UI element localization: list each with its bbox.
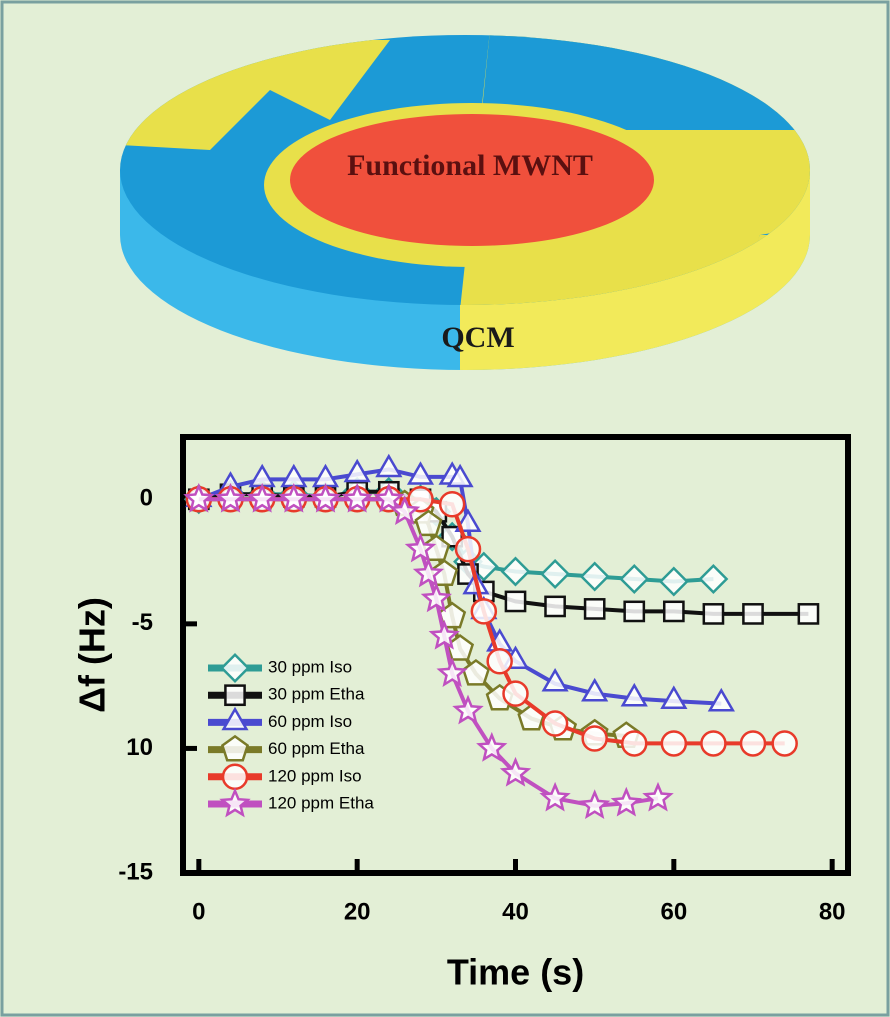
marker — [698, 564, 729, 594]
marker — [486, 647, 513, 675]
marker — [621, 730, 648, 757]
mwnt-film — [290, 114, 654, 246]
marker — [373, 482, 405, 513]
marker — [504, 590, 527, 613]
y-tick-label: 10 — [126, 734, 153, 761]
marker — [660, 730, 688, 757]
marker — [412, 557, 445, 588]
marker — [610, 786, 642, 817]
x-tick-label: 40 — [502, 898, 529, 925]
marker — [278, 482, 310, 513]
marker — [771, 730, 798, 757]
marker — [662, 600, 685, 623]
y-tick-label: -15 — [118, 858, 153, 885]
marker — [707, 687, 735, 712]
marker — [541, 667, 569, 692]
x-tick-label: 0 — [192, 898, 205, 925]
marker — [500, 556, 531, 587]
marker — [246, 482, 278, 513]
marker — [404, 532, 437, 563]
marker — [436, 657, 468, 688]
marker — [343, 458, 371, 483]
marker — [540, 559, 571, 589]
y-tick-label: 0 — [140, 485, 153, 512]
label: QCM — [441, 321, 514, 354]
x-axis-label: Time (s) — [447, 952, 584, 993]
marker — [470, 598, 498, 625]
label: Functional MWNT — [347, 149, 593, 182]
marker — [583, 598, 606, 620]
marker — [499, 756, 532, 787]
marker — [438, 601, 467, 629]
marker — [642, 781, 674, 812]
marker — [502, 680, 529, 707]
legend-label: 120 ppm Iso — [268, 766, 362, 785]
marker — [414, 509, 443, 537]
marker — [619, 564, 650, 594]
marker — [476, 731, 508, 762]
series — [183, 482, 674, 820]
marker — [406, 461, 435, 485]
marker — [438, 491, 466, 518]
marker — [579, 561, 610, 592]
marker — [407, 486, 434, 513]
x-tick-label: 20 — [344, 898, 371, 925]
legend-marker — [220, 734, 250, 762]
marker — [539, 781, 571, 812]
marker — [428, 619, 460, 650]
marker — [658, 566, 689, 597]
marker — [375, 453, 403, 478]
x-tick-label: 80 — [819, 898, 846, 925]
marker — [341, 482, 373, 513]
marker — [700, 730, 727, 757]
marker — [389, 495, 421, 526]
marker — [309, 482, 342, 513]
legend-label: 30 ppm Etha — [268, 685, 365, 704]
marker — [702, 603, 725, 625]
marker — [544, 595, 566, 618]
marker — [446, 463, 474, 488]
y-tick-label: -5 — [132, 609, 153, 636]
marker — [742, 603, 764, 625]
legend-marker — [219, 787, 251, 818]
marker — [454, 508, 482, 533]
legend-label: 120 ppm Etha — [268, 793, 374, 812]
marker — [454, 535, 482, 563]
marker — [620, 682, 648, 707]
marker — [420, 582, 452, 613]
legend-marker — [221, 763, 249, 791]
marker — [581, 725, 608, 752]
marker — [581, 677, 609, 702]
marker — [183, 482, 215, 513]
legend-label: 60 ppm Etha — [268, 739, 365, 758]
marker — [579, 789, 611, 820]
marker — [461, 658, 490, 686]
marker — [452, 694, 484, 725]
marker — [541, 710, 569, 737]
marker — [739, 730, 767, 757]
y-axis-label: Δf (Hz) — [72, 597, 113, 713]
legend-marker — [220, 653, 250, 683]
legend-marker — [224, 684, 246, 707]
marker — [214, 482, 247, 513]
legend-label: 30 ppm Iso — [268, 657, 352, 676]
legend-marker — [221, 706, 249, 731]
marker — [797, 603, 820, 625]
legend-label: 60 ppm Iso — [268, 712, 352, 731]
marker — [660, 685, 688, 709]
x-tick-label: 60 — [660, 898, 687, 925]
marker — [623, 600, 646, 623]
